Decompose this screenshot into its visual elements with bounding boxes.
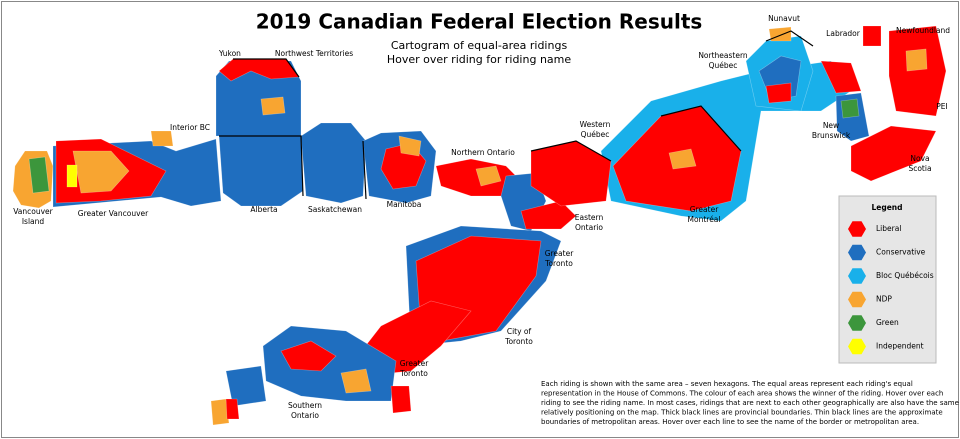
province-boundary[interactable] <box>362 140 367 200</box>
region-label: Interior BC <box>170 123 210 132</box>
region-label: Island <box>22 217 45 226</box>
ridings <box>12 25 947 426</box>
region-label: Greater <box>690 205 719 214</box>
region-label: Toronto <box>504 337 533 346</box>
riding-group[interactable] <box>668 148 697 170</box>
riding-group[interactable] <box>225 398 240 420</box>
region-label: Greater Vancouver <box>78 209 149 218</box>
riding-group[interactable] <box>28 156 50 194</box>
region-label: City of <box>507 327 532 336</box>
note-line: relatively positioning on the map. Thick… <box>541 409 943 417</box>
legend-label: Conservative <box>876 248 926 257</box>
riding-group[interactable] <box>850 125 937 182</box>
region-label: Québec <box>709 61 738 70</box>
riding-group[interactable] <box>862 25 882 47</box>
riding-group[interactable] <box>300 122 367 204</box>
legend-title: Legend <box>871 203 902 212</box>
note-line: Each riding is shown with the same area … <box>541 380 913 388</box>
legend-label: Independent <box>876 342 924 351</box>
province-boundary[interactable] <box>765 30 814 47</box>
region-label: Alberta <box>250 205 277 214</box>
region-label: Québec <box>581 130 610 139</box>
legend-label: Green <box>876 318 899 327</box>
riding-group[interactable] <box>475 165 502 187</box>
region-label: Nova <box>910 154 929 163</box>
legend-label: Bloc Québécois <box>876 271 934 280</box>
riding-group[interactable] <box>840 98 860 119</box>
riding-group[interactable] <box>390 385 412 414</box>
region-label: Greater <box>545 249 574 258</box>
region-label: Toronto <box>399 369 428 378</box>
region-label: Northwest Territories <box>275 49 353 58</box>
legend-swatch <box>848 315 866 331</box>
region-label: New <box>823 121 839 130</box>
title: 2019 Canadian Federal Election Results <box>256 10 703 34</box>
region-label: Southern <box>288 401 322 410</box>
legend-swatch <box>848 338 866 355</box>
riding-group[interactable] <box>218 135 304 207</box>
riding-group[interactable] <box>765 82 792 104</box>
note-line: riding to see the riding name. In most c… <box>541 399 959 407</box>
region-label: Brunswick <box>812 131 851 140</box>
legend: Legend Liberal Conservative Bloc Québécois N… <box>848 203 934 355</box>
region-labels: Yukon Northwest Territories Interior BC Van… <box>13 14 950 420</box>
region-label: Toronto <box>544 259 573 268</box>
region-label: Labrador <box>826 29 861 38</box>
riding-group[interactable] <box>820 60 862 94</box>
riding-group[interactable] <box>66 164 78 188</box>
region-label: Manitoba <box>387 200 422 209</box>
riding-group[interactable] <box>905 48 928 72</box>
legend-label: NDP <box>876 295 892 304</box>
riding-group[interactable] <box>72 150 130 194</box>
province-boundary[interactable] <box>530 140 612 162</box>
legend-swatch <box>848 268 866 284</box>
note: Each riding is shown with the same area … <box>541 380 959 426</box>
riding-group[interactable] <box>340 368 372 394</box>
metro-boundary[interactable] <box>660 105 742 152</box>
province-boundary[interactable] <box>219 135 304 197</box>
region-label: Greater <box>400 359 429 368</box>
legend-label: Liberal <box>876 224 901 233</box>
region-label: PEI <box>936 102 947 111</box>
subtitle: Cartogram of equal-area ridings <box>391 39 568 52</box>
region-label: Northern Ontario <box>451 148 515 157</box>
legend-swatch <box>848 291 866 308</box>
region-label: Scotia <box>908 164 931 173</box>
riding-group[interactable] <box>215 60 302 137</box>
province-boundary[interactable] <box>233 58 300 78</box>
subtitle: Hover over riding for riding name <box>387 53 572 66</box>
region-label: Yukon <box>218 49 241 58</box>
region-label: Northeastern <box>698 51 748 60</box>
region-label: Ontario <box>291 411 319 420</box>
region-label: Newfoundland <box>896 26 950 35</box>
region-label: Western <box>580 120 611 129</box>
riding-group[interactable] <box>520 200 577 230</box>
region-label: Nunavut <box>768 14 800 23</box>
riding-group[interactable] <box>260 96 286 116</box>
boundaries <box>219 30 814 200</box>
riding-group[interactable] <box>398 135 422 157</box>
note-line: representation in the House of Commons. … <box>541 390 943 398</box>
riding-group[interactable] <box>150 130 174 147</box>
region-label: Montréal <box>688 215 721 224</box>
legend-swatch <box>848 244 866 261</box>
region-label: Eastern <box>575 213 604 222</box>
legend-swatch <box>848 221 866 237</box>
riding-group[interactable] <box>225 365 267 407</box>
region-label: Vancouver <box>13 207 53 216</box>
region-label: Ontario <box>575 223 603 232</box>
region-label: Saskatchewan <box>308 205 362 214</box>
riding-group[interactable] <box>888 25 947 117</box>
note-line: boundaries of metropolitan areas. Hover … <box>541 418 919 426</box>
riding-group[interactable] <box>210 398 230 426</box>
riding-group[interactable] <box>280 340 337 372</box>
